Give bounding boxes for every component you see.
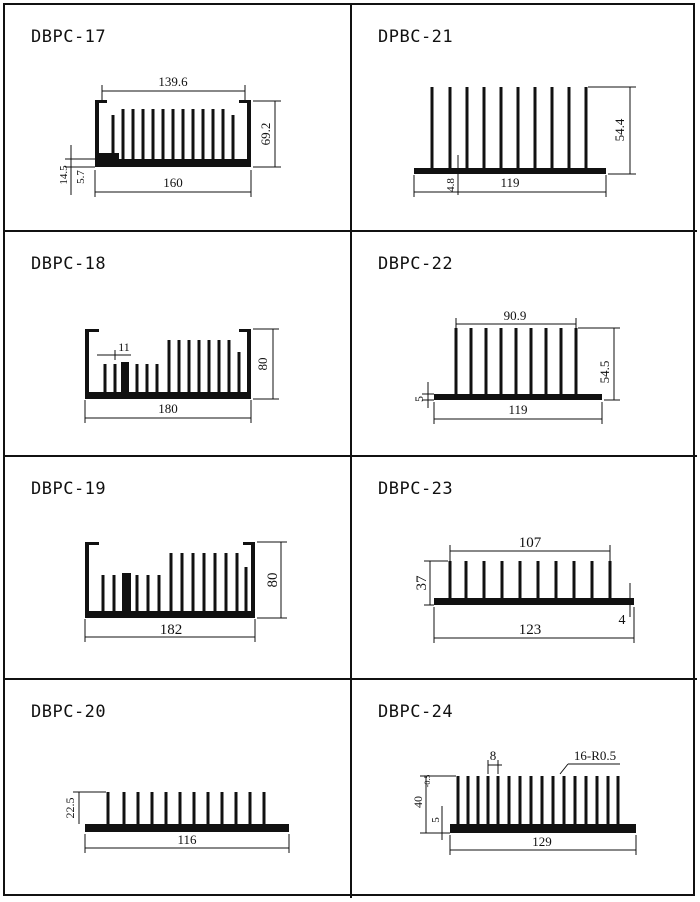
profile-code: DBPC-23 (378, 479, 454, 499)
dim-base: 5 (430, 817, 442, 823)
heatsink-profile (450, 776, 636, 833)
dim-pitch: 8 (490, 748, 497, 763)
dim-width: 180 (158, 401, 178, 416)
profile-cell-dbpc-18: DBPC-18 (5, 232, 352, 457)
profile-cell-dbpc-23: DBPC-23 107 123 37 4 (352, 457, 697, 680)
dim-width: 123 (519, 622, 542, 638)
dim-b: 5.7 (75, 170, 87, 184)
dim-height: 54.4 (612, 118, 627, 141)
heatsink-drawing-dbpc-19: 182 80 (84, 541, 287, 642)
profile-code: DPBC-21 (378, 27, 454, 47)
dim-a: 14.5 (58, 165, 70, 185)
profile-cell-dbpc-24: DBPC-24 (352, 680, 697, 898)
dim-gap: 11 (118, 340, 130, 354)
heatsink-profile (85, 329, 251, 399)
dim-width: 116 (177, 832, 197, 847)
profile-code: DBPC-20 (31, 702, 107, 722)
dimension-lines (420, 760, 637, 855)
heatsink-drawing-dbpc-17: 139.6 160 69.2 14.5 5.7 (58, 74, 281, 197)
heatsink-drawing-dbpc-18: 180 80 11 (84, 328, 279, 423)
heatsink-profile (434, 328, 602, 400)
dim-width: 160 (163, 175, 183, 190)
dim-height: 80 (255, 358, 270, 371)
profile-code: DBPC-19 (31, 479, 107, 499)
profile-cell-dbpc-20: DBPC-20 116 22.5 (5, 680, 352, 898)
dim-inner-width: 139.6 (158, 74, 188, 89)
dim-height: 80 (265, 573, 281, 588)
dim-tolerance: -0.5 (423, 775, 432, 788)
dim-width: 119 (500, 175, 519, 190)
heatsink-drawing-dbpc-22: 90.9 119 54.5 5 (412, 308, 620, 424)
dim-base: 4 (619, 613, 626, 628)
profile-cell-dbpc-17: DBPC-17 (5, 5, 352, 232)
dimension-lines (422, 318, 620, 424)
dim-fin-spec: 16-R0.5 (574, 748, 616, 763)
heatsink-drawing-dpbc-21: 119 54.4 4.8 (413, 86, 636, 197)
heatsink-profile (85, 542, 255, 618)
dim-width: 129 (532, 834, 552, 849)
dimension-lines (84, 541, 287, 642)
profile-code: DBPC-22 (378, 254, 454, 274)
dimension-lines (413, 86, 636, 197)
dim-height: 37 (414, 575, 430, 591)
heatsink-profile (414, 87, 606, 174)
dim-base: 4.8 (445, 178, 457, 192)
dimension-lines (65, 85, 281, 197)
dim-base: 5 (412, 396, 426, 402)
dim-inner-width: 90.9 (504, 308, 527, 323)
dimension-lines (424, 545, 635, 643)
profile-catalog-sheet: DBPC-17 (3, 3, 697, 898)
profile-code: DBPC-24 (378, 702, 454, 722)
profile-cell-dpbc-21: DPBC-21 119 54.4 4.8 (352, 5, 697, 232)
profile-code: DBPC-17 (31, 27, 107, 47)
heatsink-drawing-dbpc-23: 107 123 37 4 (414, 535, 635, 643)
heatsink-drawing-dbpc-20: 116 22.5 (63, 791, 290, 853)
profile-cell-dbpc-22: DBPC-22 90.9 119 54.5 5 (352, 232, 697, 457)
dim-height: 69.2 (258, 123, 273, 146)
profile-cell-dbpc-19: DBPC-19 (5, 457, 352, 680)
dim-height: 54.5 (597, 361, 612, 384)
dim-width: 182 (160, 622, 183, 638)
dim-inner-width: 107 (519, 535, 542, 551)
profile-code: DBPC-18 (31, 254, 107, 274)
dim-height: 22.5 (63, 798, 77, 819)
heatsink-drawing-dbpc-24: 129 40 -0.5 5 8 16-R0.5 (411, 748, 637, 855)
dimension-lines (73, 791, 290, 853)
dim-height: 40 (411, 796, 425, 808)
heatsink-profile (95, 100, 251, 167)
heatsink-profile (434, 561, 634, 605)
dimension-lines (84, 328, 279, 423)
dim-width: 119 (508, 402, 527, 417)
heatsink-profile (85, 792, 289, 832)
